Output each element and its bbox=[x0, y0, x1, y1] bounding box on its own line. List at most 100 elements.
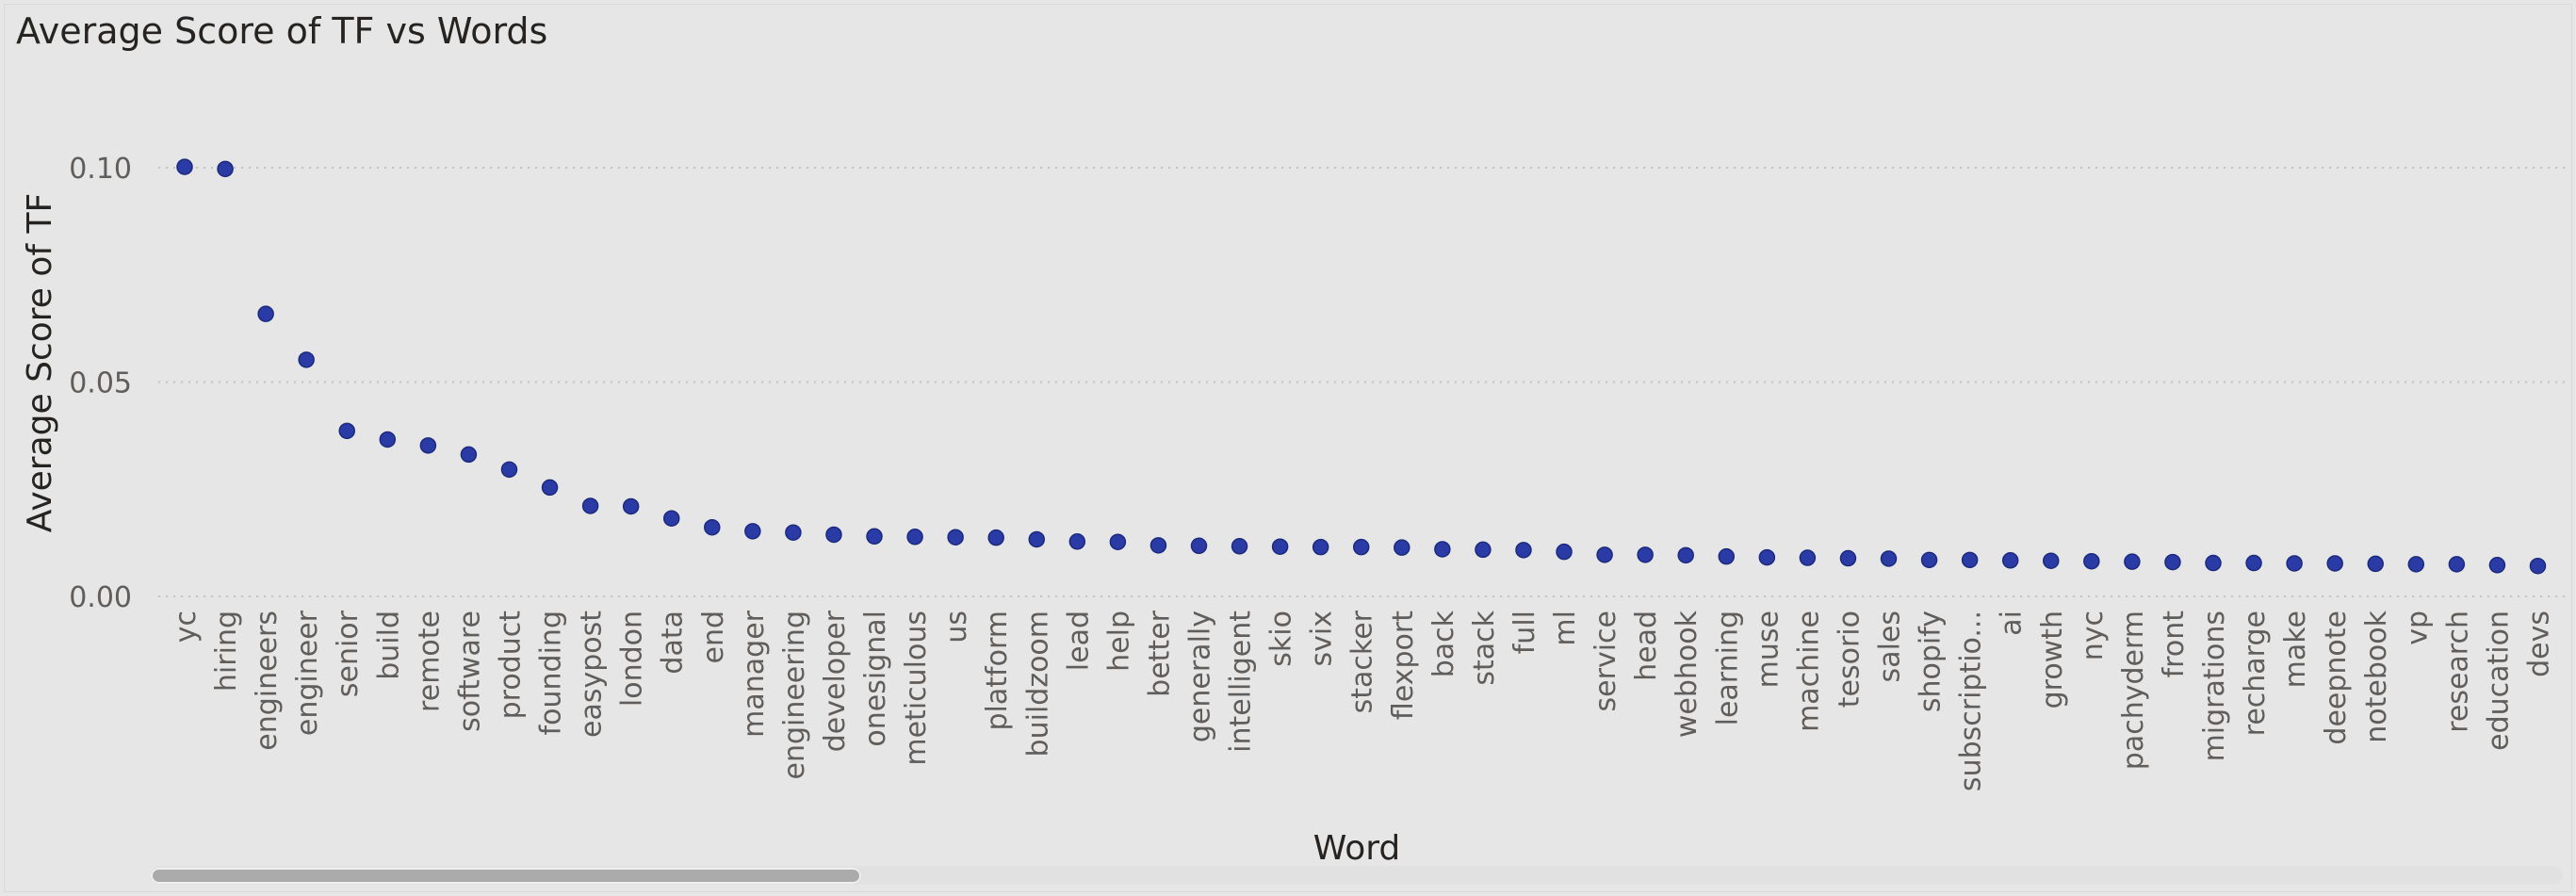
x-tick-label: education bbox=[2482, 611, 2515, 751]
data-point[interactable] bbox=[987, 529, 1004, 546]
data-points bbox=[176, 158, 2547, 575]
chart-title: Average Score of TF vs Words bbox=[16, 10, 548, 52]
data-point[interactable] bbox=[662, 510, 680, 527]
data-point[interactable] bbox=[2367, 555, 2384, 573]
data-point[interactable] bbox=[1758, 548, 1776, 566]
x-tick-label: recharge bbox=[2239, 611, 2272, 736]
x-tick-label: vp bbox=[2401, 611, 2434, 645]
x-tick-label: deepnote bbox=[2320, 611, 2353, 745]
data-point[interactable] bbox=[176, 158, 193, 175]
data-point[interactable] bbox=[1556, 543, 1573, 561]
y-axis-ticks: 0.00 0.05 0.10 bbox=[69, 153, 132, 614]
data-point[interactable] bbox=[704, 518, 721, 536]
data-point[interactable] bbox=[2164, 553, 2181, 571]
data-point[interactable] bbox=[866, 528, 883, 546]
data-point[interactable] bbox=[1475, 541, 1492, 559]
data-point[interactable] bbox=[2124, 553, 2141, 570]
data-point[interactable] bbox=[1637, 546, 1654, 563]
data-point[interactable] bbox=[338, 422, 355, 440]
data-point[interactable] bbox=[1961, 551, 1979, 569]
horizontal-scrollbar-thumb[interactable] bbox=[151, 868, 861, 884]
x-tick-label: lead bbox=[1062, 611, 1095, 671]
data-point[interactable] bbox=[298, 351, 315, 368]
x-tick-label: sales bbox=[1874, 611, 1907, 682]
data-point[interactable] bbox=[581, 497, 599, 514]
data-point[interactable] bbox=[785, 524, 802, 541]
x-tick-label: meticulous bbox=[900, 611, 933, 766]
data-point[interactable] bbox=[419, 437, 437, 454]
data-point[interactable] bbox=[1596, 546, 1613, 563]
x-tick-label: senior bbox=[332, 610, 365, 697]
data-point[interactable] bbox=[2529, 557, 2547, 575]
data-point[interactable] bbox=[1434, 541, 1451, 558]
data-point[interactable] bbox=[1352, 538, 1370, 556]
data-point[interactable] bbox=[1394, 539, 1410, 556]
data-point[interactable] bbox=[2448, 556, 2466, 573]
data-point[interactable] bbox=[947, 529, 964, 546]
data-point[interactable] bbox=[1271, 538, 1289, 555]
x-tick-label: stacker bbox=[1346, 610, 1379, 713]
data-point[interactable] bbox=[379, 431, 397, 448]
x-tick-label: generally bbox=[1184, 611, 1217, 742]
x-tick-label: end bbox=[697, 611, 730, 664]
data-point[interactable] bbox=[2407, 556, 2425, 573]
x-tick-label: pachyderm bbox=[2117, 611, 2150, 770]
data-point[interactable] bbox=[500, 461, 518, 479]
data-point[interactable] bbox=[1799, 549, 1817, 566]
x-tick-label: engineers bbox=[251, 611, 284, 751]
x-tick-label: software bbox=[453, 611, 486, 732]
data-point[interactable] bbox=[1190, 537, 1208, 555]
data-point[interactable] bbox=[2286, 555, 2303, 572]
data-point[interactable] bbox=[1718, 547, 1736, 565]
x-tick-label: devs bbox=[2522, 611, 2555, 677]
data-point[interactable] bbox=[906, 529, 923, 546]
data-point[interactable] bbox=[257, 305, 274, 322]
data-point[interactable] bbox=[2326, 555, 2343, 572]
x-tick-label: hiring bbox=[210, 611, 243, 692]
x-tick-label: engineer bbox=[291, 610, 324, 736]
x-tick-label: back bbox=[1427, 610, 1460, 677]
x-tick-label: intelligent bbox=[1225, 611, 1258, 753]
data-point[interactable] bbox=[825, 526, 842, 544]
data-point[interactable] bbox=[1312, 538, 1329, 556]
data-point[interactable] bbox=[460, 446, 478, 464]
y-axis-label: Average Score of TF bbox=[21, 193, 59, 532]
data-point[interactable] bbox=[1149, 537, 1167, 554]
data-point[interactable] bbox=[1880, 550, 1898, 567]
x-tick-label: make bbox=[2279, 611, 2312, 688]
data-point[interactable] bbox=[622, 497, 640, 515]
data-point[interactable] bbox=[2205, 554, 2222, 572]
x-tick-label: skio bbox=[1265, 611, 1298, 667]
x-tick-label: tesorio bbox=[1833, 611, 1866, 708]
data-point[interactable] bbox=[1515, 542, 1532, 559]
x-tick-label: developer bbox=[819, 610, 852, 752]
x-tick-label: onesignal bbox=[859, 611, 892, 747]
x-tick-label: shopify bbox=[1915, 611, 1948, 712]
data-point[interactable] bbox=[1231, 538, 1248, 555]
data-point[interactable] bbox=[1920, 551, 1938, 569]
data-point[interactable] bbox=[744, 523, 761, 540]
data-point[interactable] bbox=[217, 160, 234, 178]
x-tick-label: yc bbox=[170, 611, 203, 643]
data-point[interactable] bbox=[1839, 549, 1857, 567]
x-axis-label: Word bbox=[1313, 829, 1401, 868]
x-tick-label: full bbox=[1508, 611, 1541, 654]
data-point[interactable] bbox=[1068, 533, 1086, 550]
data-point[interactable] bbox=[1109, 533, 1127, 550]
data-point[interactable] bbox=[1028, 530, 1046, 548]
data-point[interactable] bbox=[2001, 552, 2019, 569]
data-point[interactable] bbox=[2245, 554, 2262, 572]
x-tick-label: front bbox=[2158, 611, 2191, 678]
x-tick-label: data bbox=[657, 611, 690, 675]
data-point[interactable] bbox=[2043, 552, 2060, 569]
x-tick-label: build bbox=[372, 611, 405, 680]
data-point[interactable] bbox=[2488, 557, 2506, 574]
data-point[interactable] bbox=[1677, 546, 1694, 564]
x-tick-label: subscriptio... bbox=[1955, 611, 1988, 791]
x-tick-label: research bbox=[2441, 611, 2474, 733]
data-point[interactable] bbox=[2083, 552, 2100, 570]
x-tick-label: london bbox=[616, 611, 649, 707]
x-axis-ticks: yc hiring engineers engineer senior build remo… bbox=[170, 610, 2555, 791]
data-point[interactable] bbox=[541, 479, 559, 497]
x-tick-label: easypost bbox=[576, 611, 609, 738]
